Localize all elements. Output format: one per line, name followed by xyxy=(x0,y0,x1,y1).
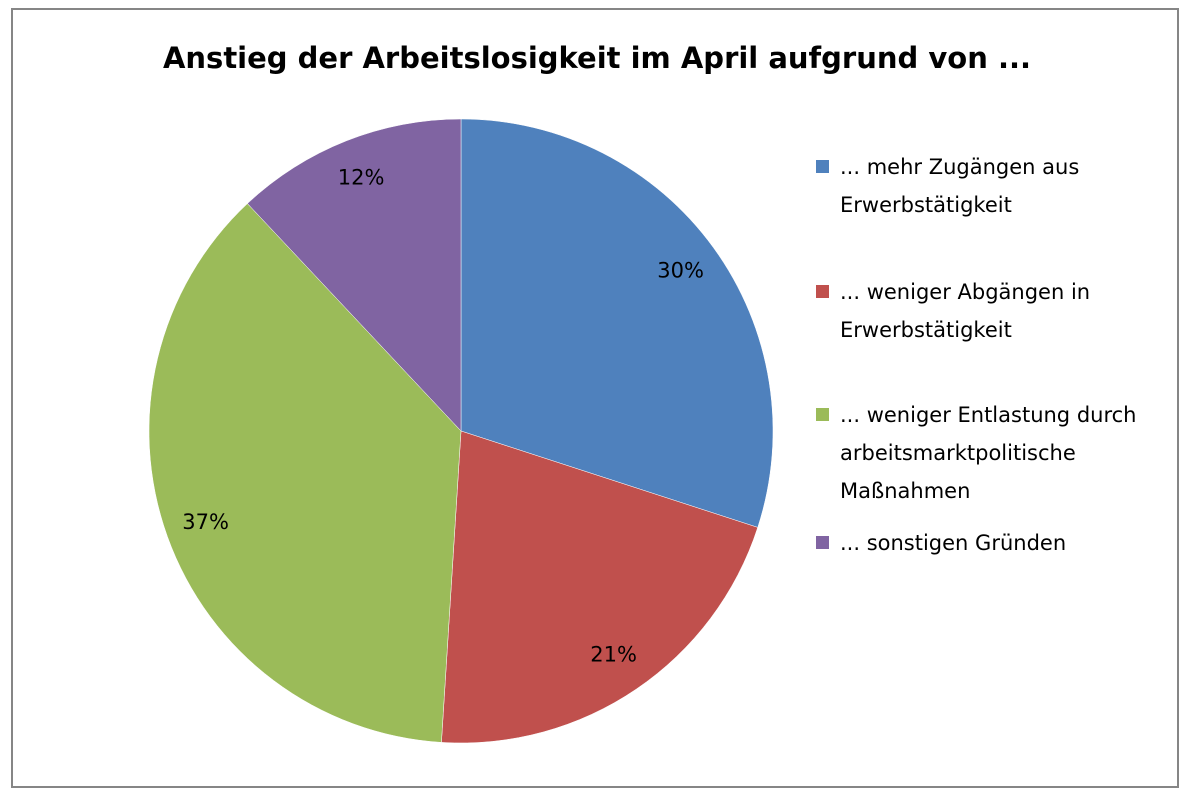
chart-title: Anstieg der Arbeitslosigkeit im April au… xyxy=(163,41,1031,75)
legend-label: ... weniger Entlastung durch arbeitsmark… xyxy=(840,403,1137,503)
page: Anstieg der Arbeitslosigkeit im April au… xyxy=(11,8,1179,788)
legend-entry: ... weniger Abgängen in Erwerbstätigkeit xyxy=(816,273,1176,349)
chart: Anstieg der Arbeitslosigkeit im April au… xyxy=(148,41,1031,744)
legend-swatch xyxy=(816,536,829,549)
data-label: 12% xyxy=(338,166,385,190)
data-label: 30% xyxy=(657,258,704,282)
legend-swatch xyxy=(816,285,829,298)
legend-entry: ... sonstigen Gründen xyxy=(816,524,1176,562)
legend-entry: ... weniger Entlastung durch arbeitsmark… xyxy=(816,396,1176,510)
legend-swatch xyxy=(816,160,829,173)
pie-slice xyxy=(460,118,774,528)
pie-slice xyxy=(148,203,462,743)
pie-slice xyxy=(441,430,759,744)
legend-label: ... weniger Abgängen in Erwerbstätigkeit xyxy=(840,280,1091,342)
data-label: 37% xyxy=(182,510,229,534)
pie-slice xyxy=(247,118,462,432)
legend-swatch xyxy=(816,408,829,421)
legend-entry: ... mehr Zugängen aus Erwerbstätigkeit xyxy=(816,148,1176,224)
legend-label: ... mehr Zugängen aus Erwerbstätigkeit xyxy=(840,155,1080,217)
data-label: 21% xyxy=(590,643,637,667)
legend-label: ... sonstigen Gründen xyxy=(840,531,1067,555)
